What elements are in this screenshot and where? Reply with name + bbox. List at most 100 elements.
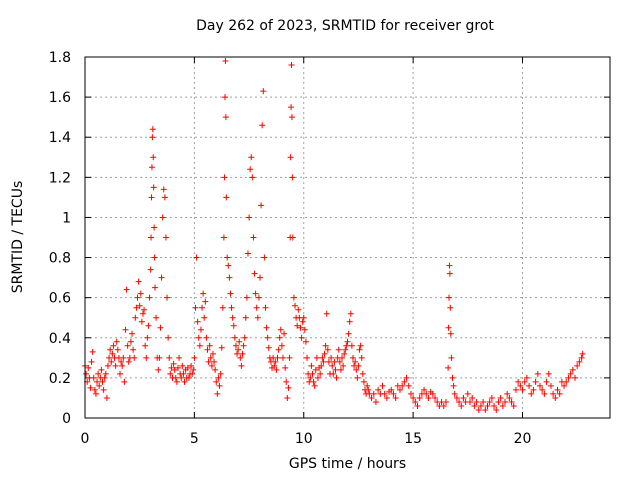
data-point xyxy=(255,294,262,301)
data-point xyxy=(429,390,436,397)
data-point xyxy=(206,342,213,349)
data-point xyxy=(446,270,453,277)
data-point xyxy=(144,334,151,341)
data-point xyxy=(131,354,138,361)
data-point xyxy=(122,326,129,333)
data-point xyxy=(161,194,168,201)
data-point xyxy=(193,254,200,261)
data-point xyxy=(336,358,343,365)
data-point xyxy=(152,284,158,291)
data-point xyxy=(353,366,360,373)
data-point xyxy=(552,394,559,401)
data-point xyxy=(317,370,324,377)
data-point xyxy=(176,354,183,361)
data-point xyxy=(212,366,219,373)
data-point xyxy=(222,94,228,101)
data-point xyxy=(325,358,332,365)
data-point xyxy=(260,88,267,95)
data-point xyxy=(288,62,295,69)
data-point xyxy=(155,366,162,373)
data-point xyxy=(85,364,92,371)
data-point xyxy=(491,402,498,409)
data-point xyxy=(244,250,251,257)
data-point xyxy=(94,378,101,385)
data-point xyxy=(324,346,331,353)
data-point xyxy=(150,154,157,161)
data-point xyxy=(239,350,246,357)
data-point xyxy=(174,364,181,371)
data-point xyxy=(445,324,452,331)
data-point xyxy=(196,342,203,349)
data-point xyxy=(572,374,578,381)
data-point xyxy=(523,374,530,381)
data-point xyxy=(399,382,406,389)
data-point xyxy=(340,362,347,369)
data-point xyxy=(216,382,223,389)
data-point xyxy=(407,390,414,397)
data-point xyxy=(289,234,296,241)
data-point xyxy=(343,342,350,349)
data-point xyxy=(532,378,539,385)
data-point xyxy=(224,254,231,261)
data-point xyxy=(381,390,388,397)
data-point xyxy=(158,274,165,281)
data-point xyxy=(539,386,546,393)
data-point xyxy=(288,114,295,121)
data-point xyxy=(446,262,453,269)
data-point xyxy=(379,382,386,389)
data-point xyxy=(259,122,266,129)
data-point xyxy=(226,274,233,281)
data-point xyxy=(512,386,519,393)
data-point xyxy=(87,384,94,391)
data-point xyxy=(397,386,403,393)
data-point xyxy=(201,314,208,321)
data-point xyxy=(312,366,319,373)
data-point xyxy=(310,378,317,385)
data-point xyxy=(534,370,541,377)
data-point xyxy=(313,354,320,361)
data-point xyxy=(323,310,330,317)
data-point xyxy=(276,334,283,341)
data-point xyxy=(213,378,220,385)
data-point xyxy=(261,254,268,261)
data-point xyxy=(565,374,572,381)
data-point xyxy=(521,378,528,385)
data-point xyxy=(145,322,152,329)
data-point xyxy=(113,338,120,345)
data-point xyxy=(91,386,98,393)
data-point xyxy=(442,398,449,405)
data-point xyxy=(180,370,187,377)
data-point xyxy=(281,330,288,337)
data-point xyxy=(168,364,175,371)
data-point xyxy=(403,374,410,381)
data-point xyxy=(238,362,245,369)
data-point xyxy=(99,378,106,385)
y-tick-label: 1.8 xyxy=(49,50,71,66)
data-point xyxy=(166,354,173,361)
data-point xyxy=(421,386,428,393)
data-point xyxy=(508,398,515,405)
data-point xyxy=(172,374,179,381)
data-point xyxy=(354,374,361,381)
data-point xyxy=(547,382,554,389)
data-point xyxy=(127,338,134,345)
data-point xyxy=(506,394,513,401)
data-point xyxy=(191,354,198,361)
data-point xyxy=(364,382,371,389)
data-point xyxy=(537,382,543,389)
data-point xyxy=(302,338,309,345)
data-point xyxy=(526,382,533,389)
data-point xyxy=(460,394,467,401)
data-point xyxy=(248,154,255,161)
data-point xyxy=(447,330,454,337)
data-point xyxy=(103,394,110,401)
data-point xyxy=(347,310,354,317)
data-point xyxy=(118,358,125,365)
data-point xyxy=(456,398,463,405)
data-point xyxy=(188,362,195,369)
data-point xyxy=(265,344,272,351)
data-point xyxy=(314,374,321,381)
data-point xyxy=(297,324,304,331)
x-tick-label: 15 xyxy=(404,431,422,447)
